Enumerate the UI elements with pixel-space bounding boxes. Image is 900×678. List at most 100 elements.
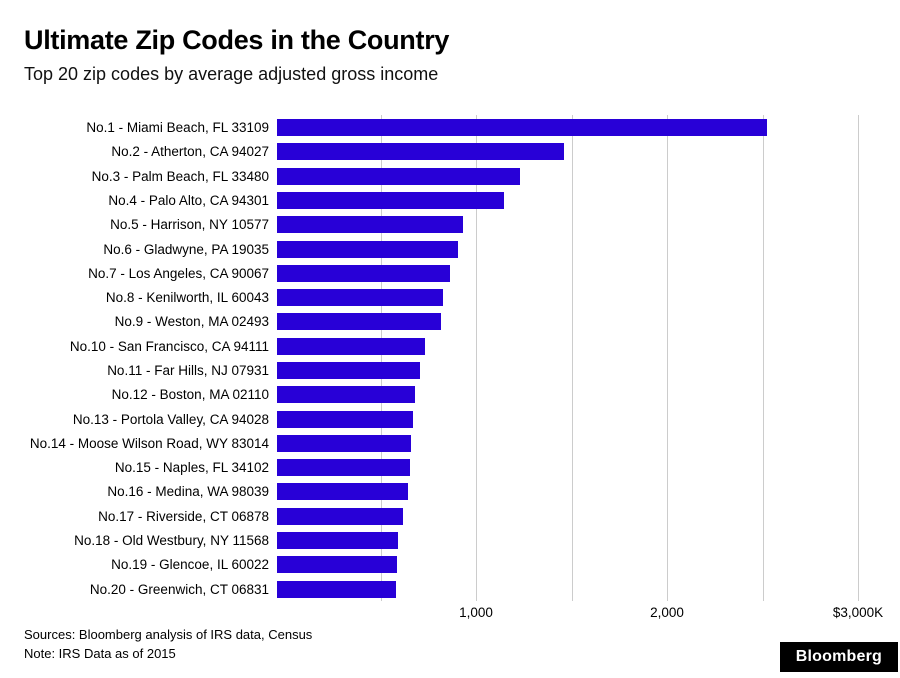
bar-track: [277, 507, 858, 525]
bar: [277, 313, 441, 331]
bar-row: No.9 - Weston, MA 02493: [24, 310, 876, 334]
bar-track: [277, 337, 858, 355]
x-tick-label: 1,000: [459, 605, 493, 621]
bar-row: No.1 - Miami Beach, FL 33109: [24, 115, 876, 139]
bar-row: No.11 - Far Hills, NJ 07931: [24, 358, 876, 382]
bar-label: No.10 - San Francisco, CA 94111: [69, 338, 269, 354]
gridline: [380, 115, 382, 602]
bar-track: [277, 580, 858, 598]
bar-row: No.19 - Glencoe, IL 60022: [24, 553, 876, 577]
gridline: [762, 115, 764, 602]
bar: [277, 216, 463, 234]
bar-row: No.7 - Los Angeles, CA 90067: [24, 261, 876, 285]
plot-area: No.1 - Miami Beach, FL 33109 No.2 - Ather…: [24, 115, 876, 602]
bar-track: [277, 167, 858, 185]
bar-track: [277, 240, 858, 258]
bar: [277, 410, 413, 428]
x-tick-label: 2,000: [650, 605, 684, 621]
note-text: Note: IRS Data as of 2015: [24, 646, 176, 662]
chart-subtitle: Top 20 zip codes by average adjusted gro…: [24, 64, 439, 85]
bar-label: No.15 - Naples, FL 34102: [114, 460, 269, 476]
bar-label: No.3 - Palm Beach, FL 33480: [91, 168, 269, 184]
bar-row: No.12 - Boston, MA 02110: [24, 383, 876, 407]
bar: [277, 240, 459, 258]
bar-label: No.6 - Gladwyne, PA 19035: [103, 241, 269, 257]
bar-row: No.3 - Palm Beach, FL 33480: [24, 164, 876, 188]
bar-track: [277, 483, 858, 501]
bar-label: No.18 - Old Westbury, NY 11568: [74, 533, 269, 549]
bar-track: [277, 410, 858, 428]
bar-track: [277, 119, 858, 137]
bar-track: [277, 264, 858, 282]
bar-row: No.10 - San Francisco, CA 94111: [24, 334, 876, 358]
bar: [277, 362, 421, 379]
bar-row: No.6 - Gladwyne, PA 19035: [24, 237, 876, 261]
bar-track: [277, 143, 858, 161]
bar-track: [277, 191, 858, 209]
bar-track: [277, 556, 858, 574]
bar-label: No.19 - Glencoe, IL 60022: [111, 557, 269, 573]
bar: [277, 167, 521, 185]
bar-row: No.20 - Greenwich, CT 06831: [24, 577, 876, 601]
bar-label: No.16 - Medina, WA 98039: [107, 484, 269, 500]
bar-label: No.9 - Weston, MA 02493: [114, 314, 269, 330]
bar: [277, 264, 451, 282]
gridline: [571, 115, 573, 602]
bar-label: No.12 - Boston, MA 02110: [111, 387, 269, 403]
bar-track: [277, 362, 858, 379]
bar-label: No.14 - Moose Wilson Road, WY 83014: [29, 435, 269, 451]
bar-row: No.2 - Atherton, CA 94027: [24, 140, 876, 164]
bar-track: [277, 313, 858, 331]
bar: [277, 556, 398, 574]
bar-label: No.17 - Riverside, CT 06878: [98, 508, 269, 524]
bar-chart: No.1 - Miami Beach, FL 33109 No.2 - Ather…: [24, 115, 883, 623]
bar: [277, 459, 410, 477]
bar-label: No.13 - Portola Valley, CA 94028: [72, 411, 269, 427]
bar: [277, 386, 415, 404]
bar-row: No.8 - Kenilworth, IL 60043: [24, 285, 876, 309]
bar-track: [277, 434, 858, 452]
bar-label: No.1 - Miami Beach, FL 33109: [86, 120, 269, 136]
gridline: [667, 115, 668, 602]
bar-rows: No.1 - Miami Beach, FL 33109 No.2 - Ather…: [24, 115, 876, 601]
bar-label: No.20 - Greenwich, CT 06831: [89, 581, 269, 597]
footer: Sources: Bloomberg analysis of IRS data,…: [24, 626, 312, 664]
bar: [277, 434, 411, 452]
bar-row: No.15 - Naples, FL 34102: [24, 456, 876, 480]
bar-label: No.11 - Far Hills, NJ 07931: [107, 363, 269, 378]
bar-label: No.4 - Palo Alto, CA 94301: [108, 192, 269, 208]
bar-row: No.5 - Harrison, NY 10577: [24, 213, 876, 237]
bar-label: No.8 - Kenilworth, IL 60043: [105, 290, 269, 306]
bar: [277, 532, 399, 550]
bar: [277, 119, 767, 137]
bar: [277, 289, 443, 307]
bar-label: No.2 - Atherton, CA 94027: [111, 144, 269, 160]
bar: [277, 191, 504, 209]
bar-row: No.13 - Portola Valley, CA 94028: [24, 407, 876, 431]
bar: [277, 337, 426, 355]
bar-row: No.18 - Old Westbury, NY 11568: [24, 528, 876, 552]
sources-text: Sources: Bloomberg analysis of IRS data,…: [24, 627, 313, 643]
bar: [277, 580, 397, 598]
bar-row: No.17 - Riverside, CT 06878: [24, 504, 876, 528]
x-axis: 1,000 2,000 $3,000K: [285, 603, 883, 623]
gridline: [858, 115, 859, 602]
bar: [277, 483, 408, 501]
bar-label: No.7 - Los Angeles, CA 90067: [88, 265, 269, 281]
bar-track: [277, 386, 858, 404]
bloomberg-logo: Bloomberg: [779, 642, 898, 672]
bar-track: [277, 216, 858, 234]
gridlines: [285, 115, 859, 602]
gridline: [476, 115, 477, 602]
bar-row: No.14 - Moose Wilson Road, WY 83014: [24, 431, 876, 455]
bar-row: No.16 - Medina, WA 98039: [24, 480, 876, 504]
bar-track: [277, 532, 858, 550]
page-title: Ultimate Zip Codes in the Country: [24, 25, 450, 55]
bar-track: [277, 289, 858, 307]
bar: [277, 507, 403, 525]
bar-label: No.5 - Harrison, NY 10577: [110, 217, 269, 233]
x-tick-label: $3,000K: [832, 605, 884, 621]
bar: [277, 143, 564, 161]
bar-row: No.4 - Palo Alto, CA 94301: [24, 188, 876, 212]
